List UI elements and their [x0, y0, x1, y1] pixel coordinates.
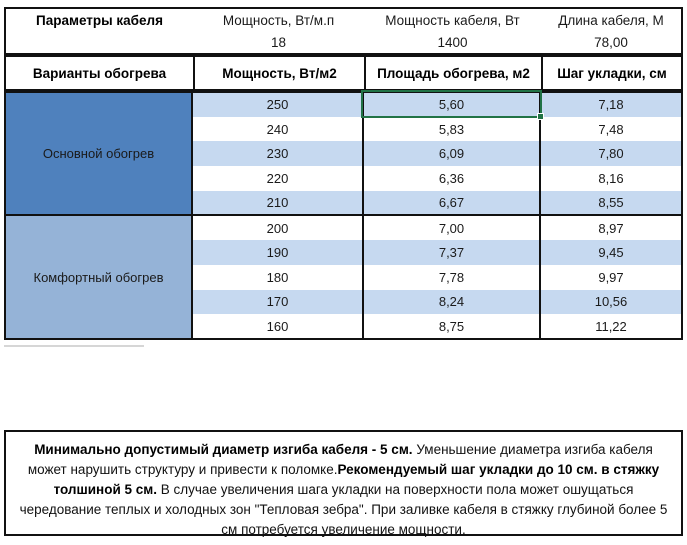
table-row: 190 7,37 9,45 — [5, 240, 682, 265]
table-row: 160 8,75 11,22 — [5, 314, 682, 339]
data-cell[interactable]: 210 — [191, 190, 363, 216]
param-label-cable-length[interactable]: Длина кабеля, М — [558, 12, 664, 28]
data-cell[interactable]: 7,78 — [362, 264, 540, 290]
data-cell[interactable]: 9,45 — [539, 240, 682, 265]
data-cell[interactable]: 6,09 — [362, 141, 540, 167]
data-cell[interactable]: 7,00 — [362, 214, 540, 241]
heating-table-body: Основной обогрев 250 5,60 7,18 240 5,83 7,48 23… — [5, 92, 682, 339]
param-value-power-per-meter[interactable]: 18 — [270, 34, 287, 50]
data-cell[interactable]: 7,37 — [362, 240, 540, 265]
header-heating-variants[interactable]: Варианты обогрева — [32, 65, 167, 81]
data-cell[interactable]: 8,75 — [362, 314, 540, 339]
data-cell[interactable]: 8,55 — [539, 190, 682, 216]
data-cell[interactable]: 10,56 — [539, 289, 682, 315]
note-segment: Рекомендуемый шаг укладки до 10 см. в ст… — [53, 462, 660, 497]
table-row: 240 5,83 7,48 — [5, 116, 682, 142]
table-row: Комфортный обогрев 200 7,00 8,97 — [5, 214, 682, 339]
header-step[interactable]: Шаг укладки, см — [541, 57, 681, 89]
data-cell[interactable]: 7,80 — [539, 141, 682, 167]
table-row: Основной обогрев 250 5,60 7,18 — [5, 92, 682, 216]
data-cell[interactable]: 220 — [191, 166, 363, 191]
data-cell[interactable]: 7,18 — [539, 92, 682, 117]
data-cell[interactable]: 7,48 — [539, 116, 682, 142]
param-label-cable-power[interactable]: Мощность кабеля, Вт — [385, 12, 520, 28]
param-value-cable-power[interactable]: 1400 — [437, 34, 468, 50]
note-cell[interactable]: Минимально допустимый диаметр изгиба каб… — [4, 430, 683, 537]
table-row: 170 8,24 10,56 — [5, 289, 682, 315]
data-cell[interactable]: 6,36 — [362, 166, 540, 191]
table-row: 230 6,09 7,80 — [5, 141, 682, 167]
header-area[interactable]: Площадь обогрева, м2 — [364, 57, 541, 89]
data-cell[interactable]: 11,22 — [539, 314, 682, 339]
data-cell[interactable]: 240 — [191, 116, 363, 142]
group-label-cell[interactable]: Основной обогрев — [5, 92, 192, 216]
cable-params-table: Параметры кабеля Мощность, Вт/м.п Мощнос… — [4, 7, 683, 55]
merged-cell-shadow-line — [4, 345, 144, 347]
table-row: 180 7,78 9,97 — [5, 264, 682, 290]
note-segment: Уменьшение диаметра изгиба кабеля может … — [27, 442, 653, 477]
data-cell[interactable]: 180 — [191, 264, 363, 290]
table-row: 220 6,36 8,16 — [5, 166, 682, 191]
params-title-cell[interactable]: Параметры кабеля — [36, 12, 163, 28]
data-cell[interactable]: 5,60 — [362, 92, 540, 117]
data-cell[interactable]: 8,24 — [362, 289, 540, 315]
data-cell[interactable]: 200 — [191, 214, 363, 241]
param-label-power-per-meter[interactable]: Мощность, Вт/м.п — [222, 12, 335, 28]
data-cell[interactable]: 160 — [191, 314, 363, 339]
data-cell[interactable]: 230 — [191, 141, 363, 167]
data-cell[interactable]: 6,67 — [362, 190, 540, 216]
data-cell[interactable]: 9,97 — [539, 264, 682, 290]
data-cell[interactable]: 5,83 — [362, 116, 540, 142]
table-row: 210 6,67 8,55 — [5, 190, 682, 216]
note-segment: В случае увеличения шага укладки на пове… — [19, 482, 668, 537]
data-cell[interactable]: 250 — [191, 92, 363, 117]
data-cell[interactable]: 8,97 — [539, 214, 682, 241]
group-label-cell[interactable]: Комфортный обогрев — [5, 214, 192, 339]
heating-table-header: Варианты обогрева Мощность, Вт/м2 Площад… — [4, 55, 683, 91]
data-cell[interactable]: 170 — [191, 289, 363, 315]
header-power[interactable]: Мощность, Вт/м2 — [193, 57, 364, 89]
note-segment: Минимально допустимый диаметр изгиба каб… — [34, 442, 413, 457]
heating-options-table: Основной обогрев 250 5,60 7,18 240 5,83 7,48 23… — [4, 91, 683, 340]
data-cell[interactable]: 190 — [191, 240, 363, 265]
param-value-cable-length[interactable]: 78,00 — [594, 34, 628, 50]
data-cell[interactable]: 8,16 — [539, 166, 682, 191]
